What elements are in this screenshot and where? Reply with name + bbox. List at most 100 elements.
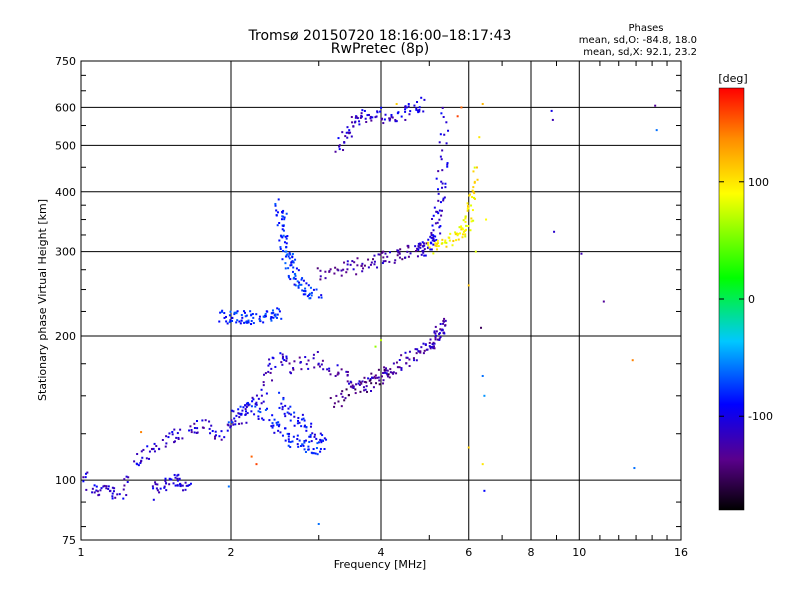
echo-point — [375, 115, 378, 118]
echo-point — [370, 390, 373, 393]
echo-point — [442, 199, 445, 202]
echo-point — [445, 121, 448, 124]
echo-point — [550, 109, 553, 112]
echo-point — [417, 242, 420, 245]
echo-point — [178, 477, 181, 480]
echo-point — [326, 368, 329, 371]
echo-point — [275, 421, 278, 424]
echo-point — [372, 386, 375, 389]
echo-point — [103, 484, 106, 487]
echo-point — [348, 129, 351, 132]
echo-point — [429, 347, 432, 350]
echo-point — [551, 118, 554, 121]
echo-point — [420, 253, 423, 256]
echo-point — [346, 380, 349, 383]
echo-point — [398, 366, 401, 369]
echo-point — [432, 238, 435, 241]
echo-point — [436, 242, 439, 245]
echo-point — [274, 313, 277, 316]
echo-point — [430, 231, 433, 234]
echo-point — [360, 115, 363, 118]
echo-point — [431, 218, 434, 221]
echo-point — [369, 378, 372, 381]
echo-point — [388, 117, 391, 120]
echo-point — [359, 390, 362, 393]
echo-point — [252, 316, 255, 319]
echo-point — [317, 522, 320, 525]
echo-point — [123, 478, 126, 481]
echo-point — [454, 233, 457, 236]
echo-point — [365, 390, 368, 393]
echo-point — [296, 422, 299, 425]
echo-point — [295, 267, 298, 270]
echo-point — [438, 218, 441, 221]
echo-point — [438, 209, 441, 212]
echo-point — [263, 315, 266, 318]
echo-point — [427, 238, 430, 241]
echo-point — [437, 212, 440, 215]
echo-point — [289, 253, 292, 256]
echo-point — [306, 295, 309, 298]
echo-point — [418, 110, 421, 113]
echo-point — [422, 342, 425, 345]
echo-point — [122, 497, 125, 500]
echo-point — [341, 395, 344, 398]
echo-point — [389, 368, 392, 371]
echo-point — [378, 383, 381, 386]
echo-point — [400, 354, 403, 357]
echo-point — [99, 489, 102, 492]
echo-point — [377, 368, 380, 371]
echo-point — [364, 117, 367, 120]
echo-point — [439, 201, 442, 204]
echo-point — [390, 113, 393, 116]
echo-point — [241, 409, 244, 412]
echo-point — [323, 448, 326, 451]
echo-point — [278, 423, 281, 426]
echo-point — [276, 224, 279, 227]
echo-point — [287, 440, 290, 443]
echo-point — [382, 379, 385, 382]
echo-point — [280, 218, 283, 221]
echo-point — [188, 429, 191, 432]
echo-point — [277, 429, 280, 432]
echo-point — [358, 380, 361, 383]
echo-point — [105, 487, 108, 490]
echo-point — [481, 102, 484, 105]
echo-point — [472, 190, 475, 193]
echo-point — [320, 363, 323, 366]
echo-point — [300, 368, 303, 371]
echo-point — [304, 450, 307, 453]
echo-point — [210, 424, 213, 427]
echo-point — [432, 252, 435, 255]
echo-point — [260, 394, 263, 397]
echo-point — [430, 236, 433, 239]
echo-point — [434, 338, 437, 341]
echo-point — [337, 137, 340, 140]
echo-point — [281, 210, 284, 213]
echo-point — [419, 350, 422, 353]
echo-point — [303, 448, 306, 451]
echo-point — [287, 444, 290, 447]
echo-point — [430, 233, 433, 236]
echo-point — [298, 421, 301, 424]
echo-point — [471, 195, 474, 198]
echo-point — [208, 427, 211, 430]
echo-point — [173, 473, 176, 476]
echo-point — [433, 206, 436, 209]
echo-point — [422, 242, 425, 245]
echo-point — [223, 312, 226, 315]
echo-point — [438, 333, 441, 336]
echo-point — [304, 439, 307, 442]
echo-point — [385, 372, 388, 375]
echo-point — [392, 362, 395, 365]
echo-point — [580, 252, 583, 255]
echo-point — [255, 463, 258, 466]
echo-point — [354, 392, 357, 395]
echo-point — [220, 438, 223, 441]
echo-point — [245, 421, 248, 424]
echo-point — [242, 406, 245, 409]
echo-point — [466, 205, 469, 208]
echo-point — [428, 246, 431, 249]
echo-point — [356, 257, 359, 260]
